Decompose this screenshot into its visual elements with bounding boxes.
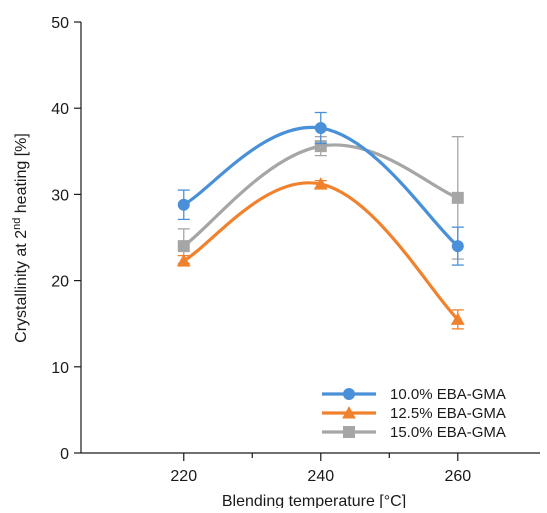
legend-label: 10.0% EBA-GMA (390, 386, 506, 403)
y-axis-label-tail: heating [%] (13, 133, 30, 218)
data-point (451, 191, 464, 204)
y-tick-label: 50 (51, 15, 69, 32)
y-axis-label-superscript: nd (11, 218, 23, 230)
data-point (313, 177, 328, 190)
data-point (176, 253, 191, 267)
legend-label: 15.0% EBA-GMA (390, 424, 506, 441)
axes: 0 10 20 30 40 50 220 240 260 (51, 15, 540, 485)
legend: 10.0% EBA-GMA 12.5% EBA-GMA 15.0% EBA-GMA (322, 386, 506, 441)
y-tick-label: 0 (60, 446, 69, 463)
legend-label: 12.5% EBA-GMA (390, 405, 506, 422)
series-line (182, 181, 459, 321)
y-tick-label: 30 (51, 187, 69, 204)
legend-marker (343, 388, 355, 400)
data-point (177, 240, 190, 253)
legend-item: 10.0% EBA-GMA (322, 386, 506, 403)
series-2 (177, 135, 464, 265)
y-tick-label: 20 (51, 274, 69, 291)
legend-item: 15.0% EBA-GMA (322, 424, 506, 441)
series-0 (177, 111, 464, 266)
x-axis-label: Blending temperature [°C] (222, 493, 406, 508)
legend-marker (342, 406, 356, 419)
y-tick-label: 10 (51, 360, 69, 377)
data-point (451, 240, 464, 253)
y-tick-label: 40 (51, 101, 69, 118)
series-1 (176, 177, 465, 330)
x-tick-label: 240 (307, 468, 334, 485)
data-point (450, 312, 465, 325)
series-layer (176, 111, 465, 330)
legend-item: 12.5% EBA-GMA (322, 405, 506, 422)
legend-marker (343, 426, 355, 438)
x-tick-label: 220 (170, 468, 197, 485)
x-tick-label: 260 (444, 468, 471, 485)
y-axis-label-main: Crystallinity at 2 (13, 230, 30, 343)
data-point (177, 198, 190, 211)
series-line (182, 143, 459, 248)
data-point (314, 122, 327, 135)
y-axis-label: Crystallinity at 2nd heating [%] (11, 133, 30, 343)
